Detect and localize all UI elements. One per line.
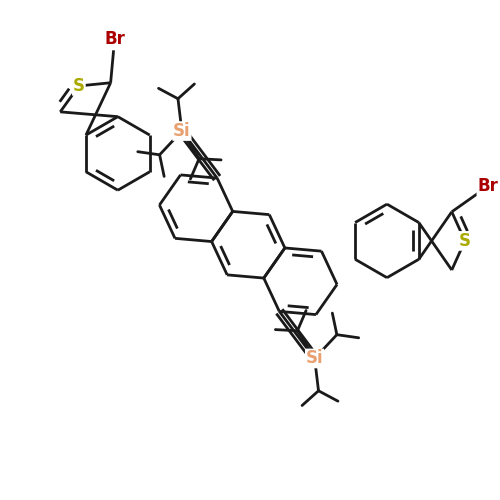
Text: Br: Br: [104, 30, 125, 48]
Text: Si: Si: [306, 350, 324, 368]
Text: Br: Br: [478, 178, 498, 196]
Text: S: S: [73, 77, 85, 95]
Text: Si: Si: [173, 122, 190, 140]
Text: S: S: [459, 232, 471, 250]
